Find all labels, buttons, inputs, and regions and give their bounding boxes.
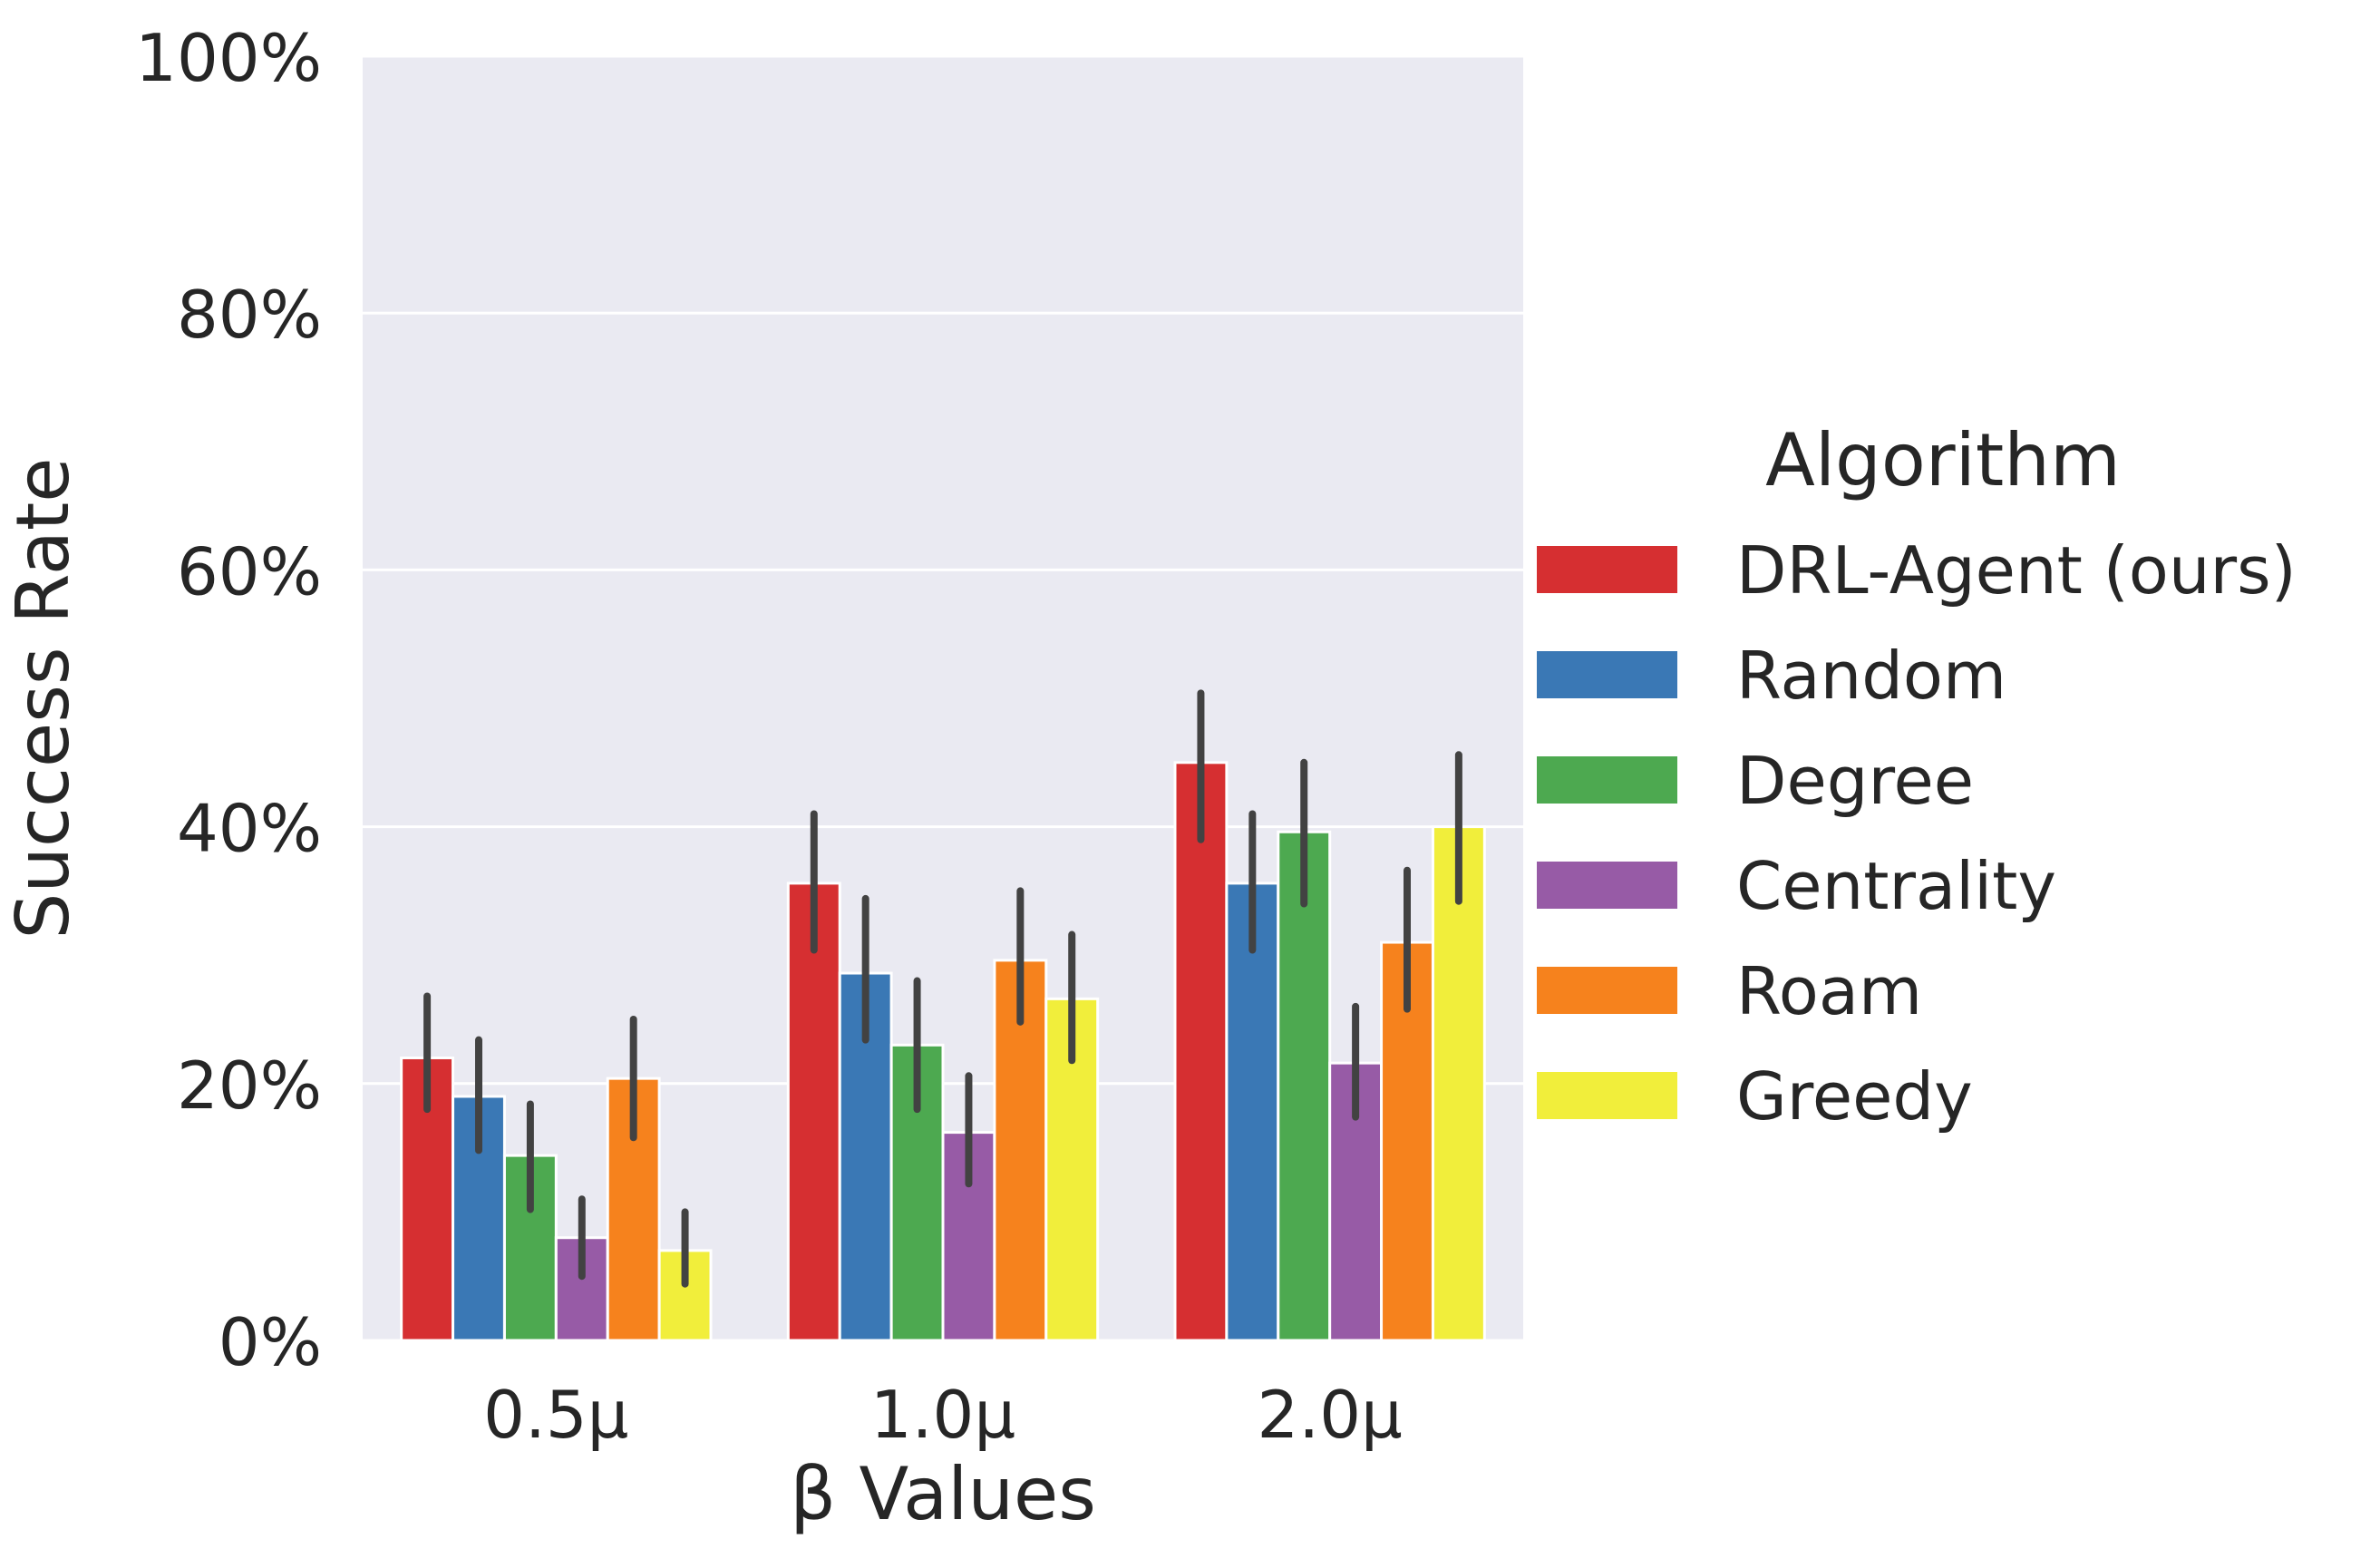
x-tick-label: 1.0μ: [870, 1377, 1015, 1453]
legend-swatch: [1537, 967, 1677, 1014]
y-tick-label: 40%: [177, 791, 322, 867]
error-bars: [423, 689, 1462, 1288]
bar: [657, 1249, 713, 1342]
y-tick-label: 20%: [177, 1047, 322, 1124]
legend-title: Algorithm: [1765, 418, 2121, 502]
bar: [1431, 825, 1486, 1342]
bars: [400, 761, 1486, 1342]
y-tick-label: 60%: [177, 533, 322, 609]
x-tick-label: 0.5μ: [483, 1377, 628, 1453]
x-tick-label: 2.0μ: [1258, 1377, 1403, 1453]
legend-swatch: [1537, 546, 1677, 593]
y-axis-label: Success Rate: [1, 458, 85, 940]
legend-entry-label: Random: [1736, 638, 2006, 714]
legend: Algorithm DRL-Agent (ours) Random Degree Ce…: [1537, 418, 2297, 1135]
legend-swatch: [1537, 756, 1677, 804]
bar: [1173, 761, 1229, 1342]
y-tick-label: 100%: [135, 20, 322, 96]
y-tick-labels: 0% 20% 40% 60% 80% 100%: [135, 20, 322, 1380]
legend-entry-label: Greedy: [1736, 1058, 1973, 1135]
y-tick-label: 80%: [177, 277, 322, 353]
legend-swatch: [1537, 1072, 1677, 1119]
legend-entry-label: DRL-Agent (ours): [1736, 532, 2297, 609]
legend-swatch: [1537, 651, 1677, 698]
legend-swatch: [1537, 862, 1677, 909]
legend-entry-label: Degree: [1736, 743, 1974, 819]
x-tick-labels: 0.5μ 1.0μ 2.0μ: [483, 1377, 1403, 1453]
bar: [1044, 997, 1100, 1342]
legend-entry-label: Roam: [1736, 953, 1922, 1029]
bar: [1277, 830, 1332, 1342]
legend-entry-label: Centrality: [1736, 848, 2056, 924]
y-tick-label: 0%: [219, 1304, 322, 1380]
x-axis-label: β Values: [790, 1452, 1096, 1536]
